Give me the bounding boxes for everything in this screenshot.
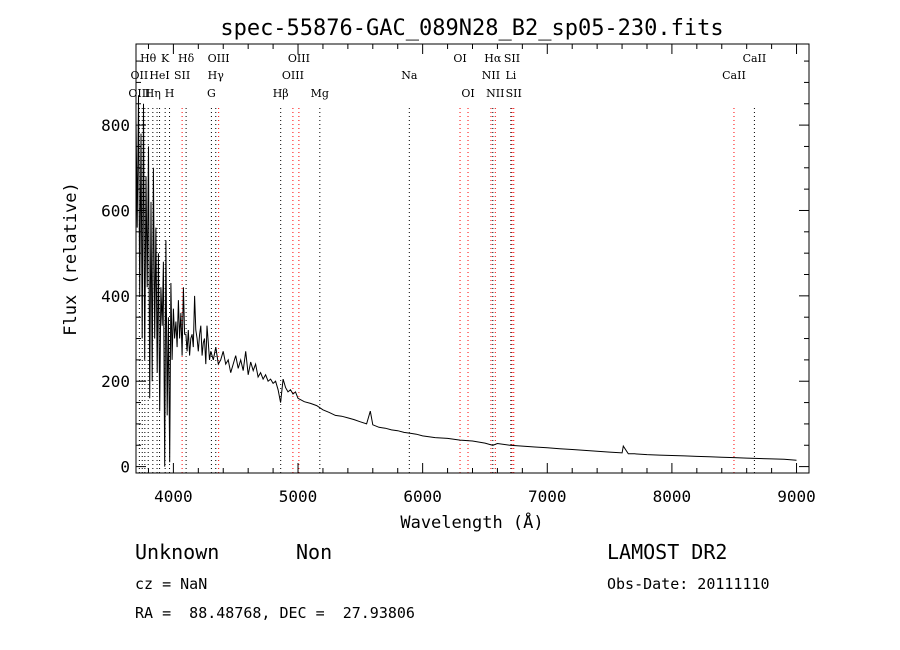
plot-frame (135, 43, 810, 474)
line-label-12: Hγ (208, 69, 225, 82)
survey-name: LAMOST DR2 (607, 540, 728, 564)
sky-coordinates: RA = 88.48768, DEC = 27.93806 (135, 604, 415, 622)
line-label-25: NII (486, 87, 504, 100)
y-tick-label-2: 400 (101, 287, 130, 306)
x-tick-label-4: 8000 (653, 487, 692, 506)
spectrum-series-0 (135, 95, 797, 467)
redshift-value: cz = NaN (135, 575, 208, 593)
spectral-class: Unknown (135, 540, 220, 564)
line-label-8: CaII (743, 52, 767, 65)
line-label-23: Mg (311, 87, 329, 100)
x-axis: 4000 5000 6000 7000 8000 9000 (147, 44, 816, 506)
y-tick-label-3: 600 (101, 201, 130, 220)
observation-date: Obs-Date: 20111110 (607, 575, 770, 593)
x-tick-label-1: 5000 (279, 487, 318, 506)
line-label-21: G (207, 87, 216, 100)
line-label-16: Li (505, 69, 516, 82)
line-label-14: Na (401, 69, 418, 82)
line-label-6: Hα (484, 52, 502, 65)
line-label-1: K (161, 52, 170, 65)
x-tick-label-3: 7000 (528, 487, 567, 506)
line-label-5: OI (453, 52, 466, 65)
y-tick-label-1: 200 (101, 372, 130, 391)
x-tick-label-0: 4000 (154, 487, 193, 506)
line-label-17: CaII (722, 69, 746, 82)
line-label-3: OIII (208, 52, 230, 65)
data-series (135, 95, 797, 467)
line-label-11: SII (174, 69, 190, 82)
y-tick-label-0: 0 (120, 458, 130, 477)
x-tick-label-5: 9000 (777, 487, 816, 506)
x-axis-label: Wavelength (Å) (400, 511, 543, 533)
line-label-9: OII (131, 69, 149, 82)
line-label-18: OIII (128, 87, 150, 100)
emission-line-markers (138, 108, 755, 473)
line-label-20: H (165, 87, 175, 100)
x-tick-label-2: 6000 (403, 487, 442, 506)
y-axis: 0 200 400 600 800 (101, 60, 809, 477)
line-label-7: SII (504, 52, 520, 65)
line-label-10: HeI (149, 69, 169, 82)
spectral-subclass: Non (296, 540, 333, 564)
line-label-15: NII (482, 69, 500, 82)
y-tick-label-4: 800 (101, 116, 130, 135)
line-label-2: Hδ (178, 52, 195, 65)
line-label-0: Hθ (140, 52, 157, 65)
line-label-13: OIII (282, 69, 304, 82)
line-label-26: SII (506, 87, 522, 100)
y-axis-label: Flux (relative) (61, 182, 81, 336)
line-label-4: OIII (288, 52, 310, 65)
line-label-24: OI (461, 87, 474, 100)
line-label-19: Hη (145, 87, 161, 100)
chart-title: spec-55876-GAC_089N28_B2_sp05-230.fits (220, 16, 723, 41)
line-label-22: Hβ (273, 87, 289, 100)
